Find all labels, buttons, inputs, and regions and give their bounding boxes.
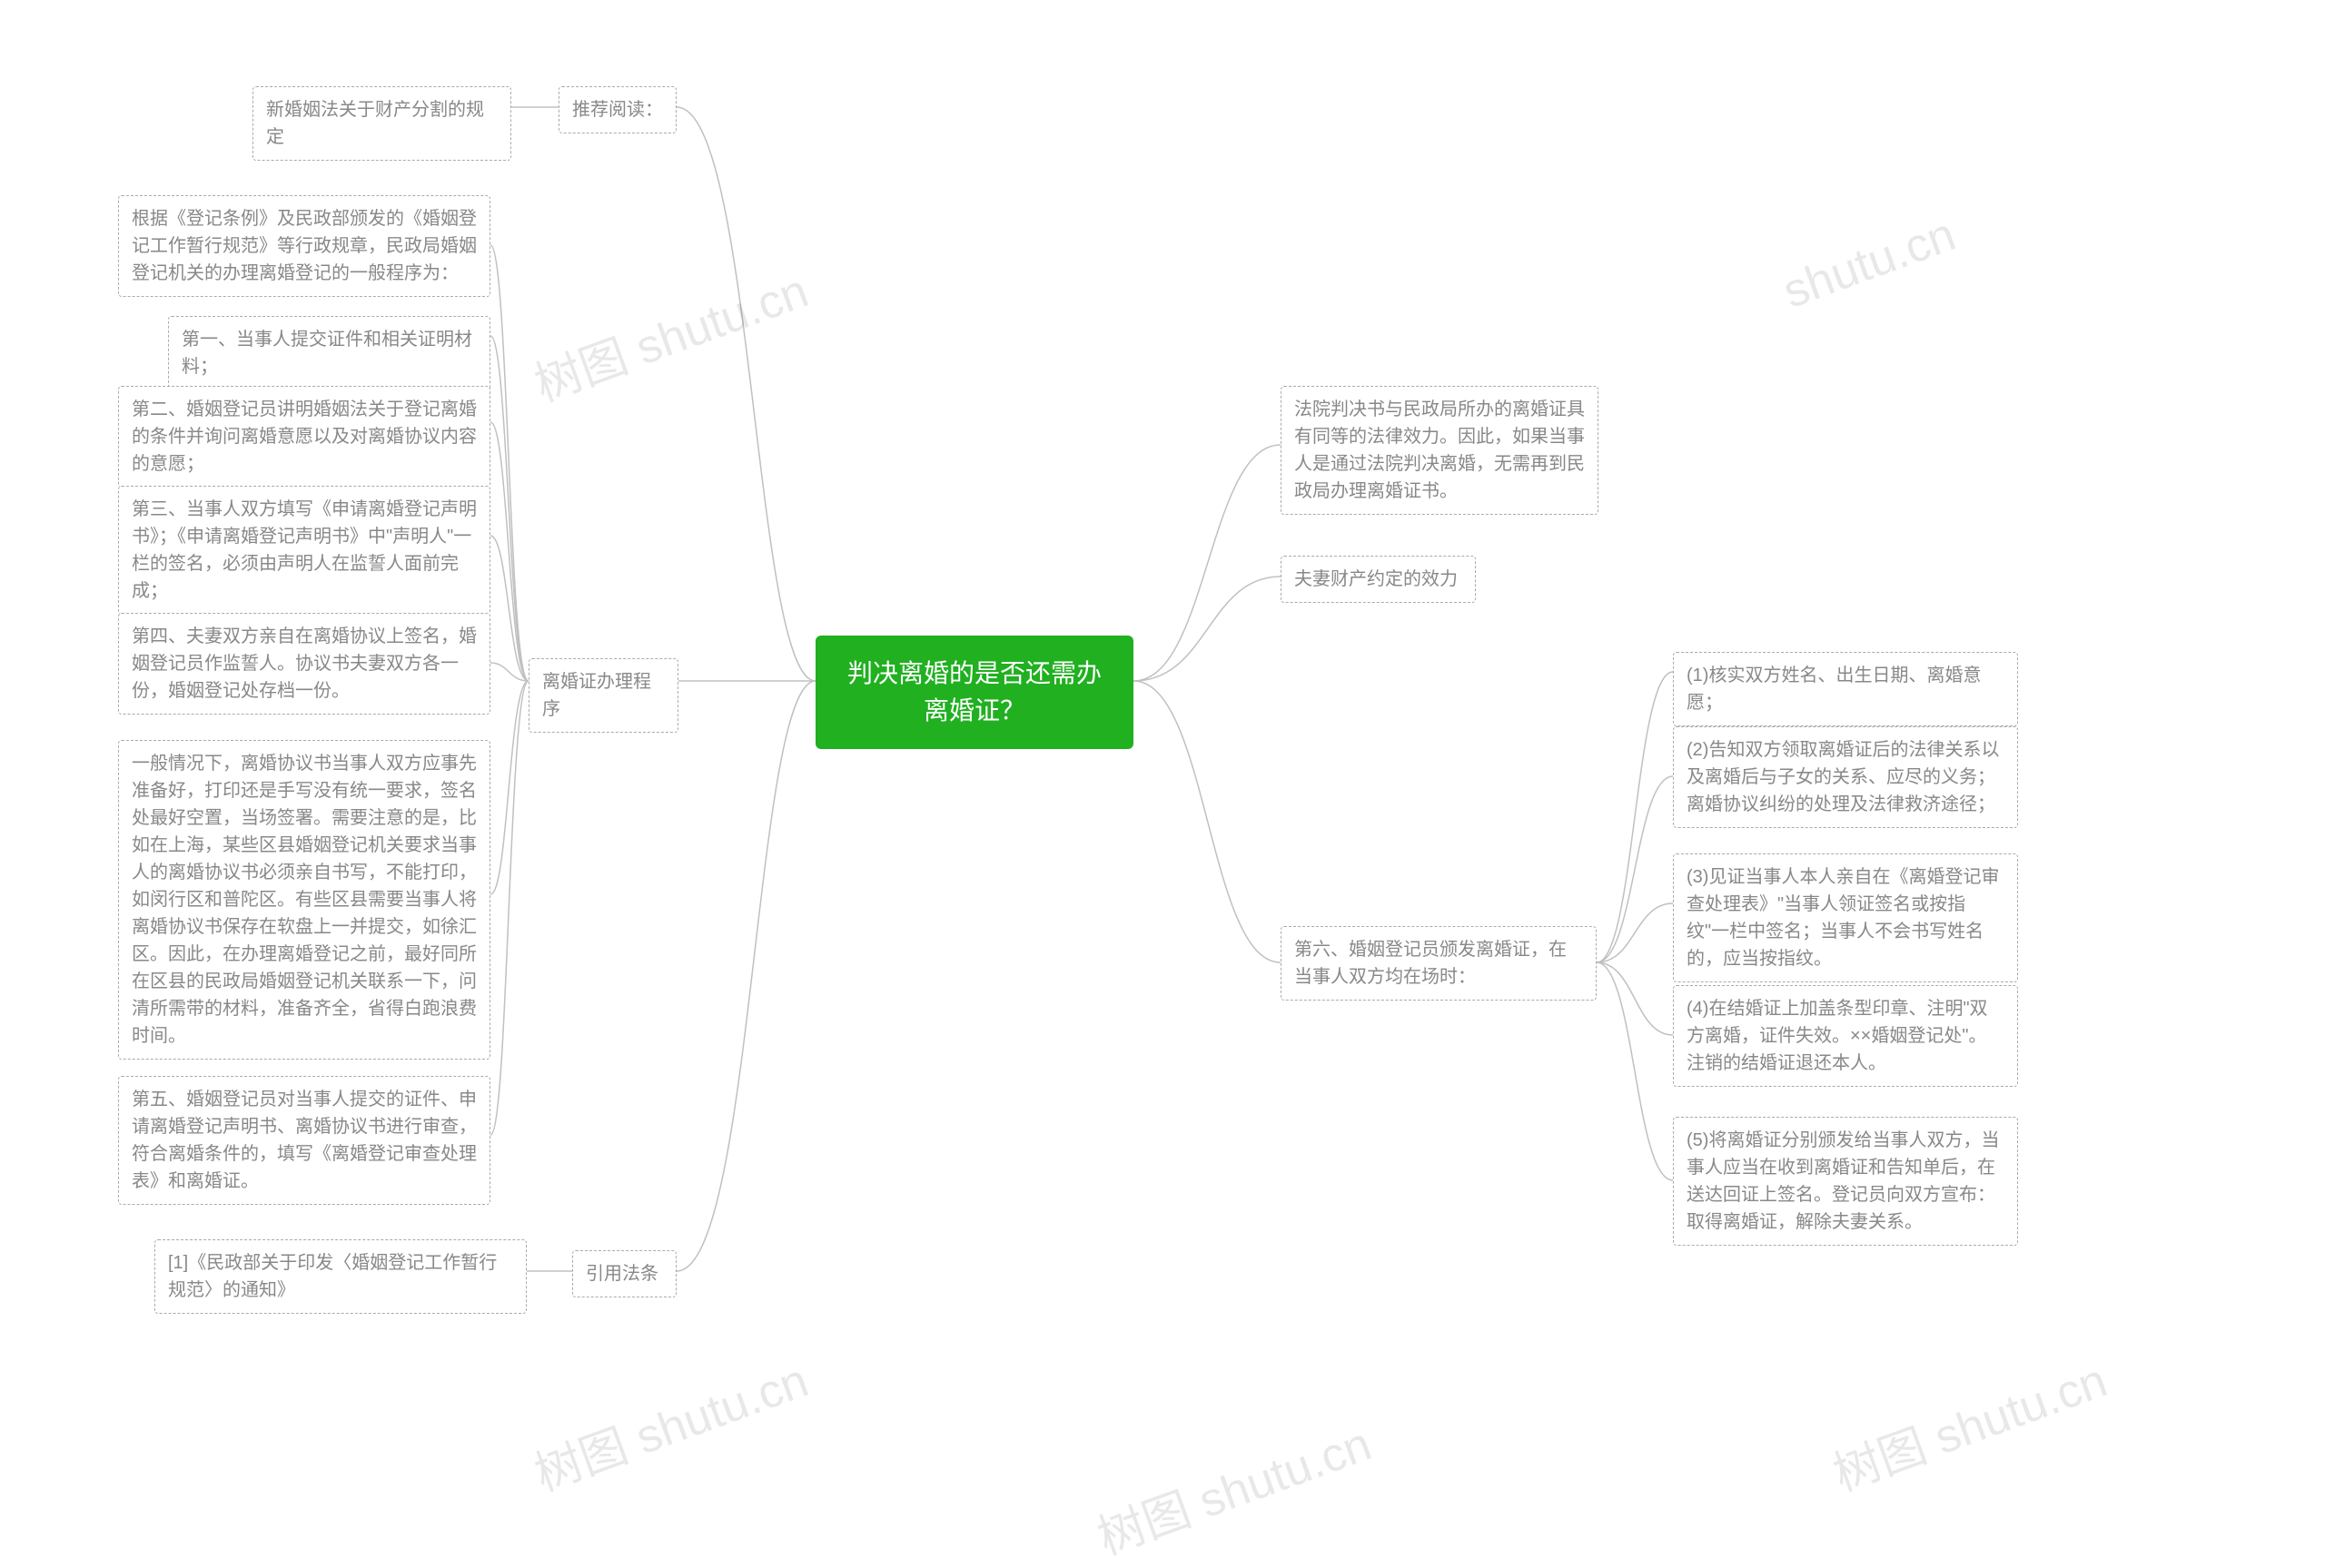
- step6-child-1: (2)告知双方领取离婚证后的法律关系以及离婚后与子女的关系、应尽的义务；离婚协议…: [1673, 726, 2018, 828]
- step6-child-4: (5)将离婚证分别颁发给当事人双方，当事人应当在收到离婚证和告知单后，在送达回证…: [1673, 1117, 2018, 1246]
- citation-label: 引用法条: [572, 1250, 677, 1297]
- procedure-child-5: 一般情况下，离婚协议书当事人双方应事先准备好，打印还是手写没有统一要求，签名处最…: [118, 740, 490, 1060]
- procedure-child-3: 第三、当事人双方填写《申请离婚登记声明书》；《申请离婚登记声明书》中"声明人"一…: [118, 486, 490, 615]
- procedure-child-0: 根据《登记条例》及民政部颁发的《婚姻登记工作暂行规范》等行政规章，民政局婚姻登记…: [118, 195, 490, 297]
- watermark: 树图 shutu.cn: [524, 1342, 816, 1504]
- procedure-child-2: 第二、婚姻登记员讲明婚姻法关于登记离婚的条件并询问离婚意愿以及对离婚协议内容的意…: [118, 386, 490, 488]
- watermark: 树图 shutu.cn: [1823, 1342, 2115, 1504]
- procedure-child-1: 第一、当事人提交证件和相关证明材料；: [168, 316, 490, 390]
- step6-child-0: (1)核实双方姓名、出生日期、离婚意愿；: [1673, 652, 2018, 726]
- procedure-child-4: 第四、夫妻双方亲自在离婚协议上签名，婚姻登记员作监誓人。协议书夫妻双方各一份，婚…: [118, 613, 490, 715]
- watermark: shutu.cn: [1776, 207, 1963, 320]
- property-node: 夫妻财产约定的效力: [1281, 556, 1476, 603]
- root-node: 判决离婚的是否还需办离婚证？: [816, 636, 1133, 749]
- watermark: 树图 shutu.cn: [524, 252, 816, 414]
- step6-child-2: (3)见证当事人本人亲自在《离婚登记审查处理表》"当事人领证签名或按指纹"一栏中…: [1673, 853, 2018, 982]
- procedure-child-6: 第五、婚姻登记员对当事人提交的证件、申请离婚登记声明书、离婚协议书进行审查，符合…: [118, 1076, 490, 1205]
- recommend-child-0: 新婚姻法关于财产分割的规定: [252, 86, 511, 161]
- watermark: 树图 shutu.cn: [1087, 1405, 1380, 1567]
- procedure-label: 离婚证办理程序: [529, 658, 678, 733]
- step6-child-3: (4)在结婚证上加盖条型印章、注明"双方离婚，证件失效。××婚姻登记处"。注销的…: [1673, 985, 2018, 1087]
- mindmap-canvas: 树图 shutu.cn shutu.cn 树图 shutu.cn 树图 shut…: [0, 0, 2325, 1545]
- citation-child-0: [1]《民政部关于印发〈婚姻登记工作暂行规范〉的通知》: [154, 1239, 527, 1314]
- step6-label: 第六、婚姻登记员颁发离婚证，在当事人双方均在场时：: [1281, 926, 1597, 1001]
- recommend-label: 推荐阅读：: [559, 86, 677, 133]
- answer-node: 法院判决书与民政局所办的离婚证具有同等的法律效力。因此，如果当事人是通过法院判决…: [1281, 386, 1598, 515]
